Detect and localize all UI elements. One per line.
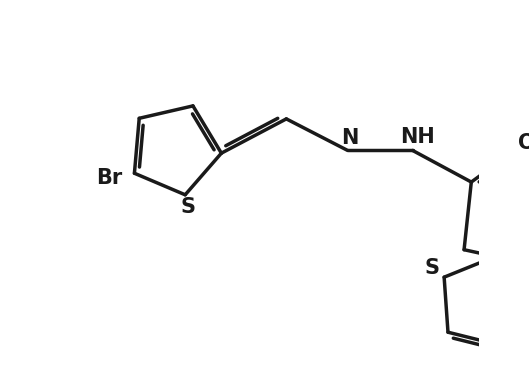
Text: S: S xyxy=(180,196,195,216)
Text: N: N xyxy=(341,128,358,148)
Text: Br: Br xyxy=(96,168,122,188)
Text: NH: NH xyxy=(400,127,434,147)
Text: O: O xyxy=(518,133,529,153)
Text: S: S xyxy=(424,258,439,278)
